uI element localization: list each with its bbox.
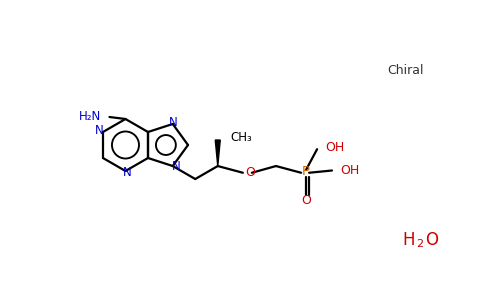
Polygon shape xyxy=(215,140,220,166)
Text: P: P xyxy=(302,165,310,178)
Text: N: N xyxy=(172,160,181,172)
Text: 2: 2 xyxy=(416,239,423,249)
Text: N: N xyxy=(169,116,178,130)
Text: CH₃: CH₃ xyxy=(231,130,253,143)
Text: H: H xyxy=(403,231,415,249)
Text: O: O xyxy=(425,231,438,249)
Text: H₂N: H₂N xyxy=(79,110,102,124)
Text: N: N xyxy=(123,166,132,178)
Text: OH: OH xyxy=(325,141,344,154)
Text: O: O xyxy=(301,194,311,207)
Text: O: O xyxy=(245,166,255,179)
Text: OH: OH xyxy=(340,164,359,177)
Text: Chiral: Chiral xyxy=(387,64,423,76)
Text: N: N xyxy=(94,124,104,137)
